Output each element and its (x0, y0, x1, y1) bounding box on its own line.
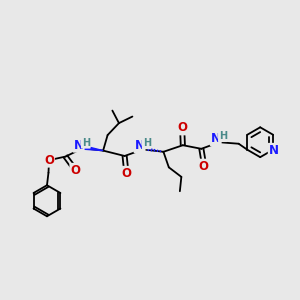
Text: N: N (134, 139, 145, 152)
Polygon shape (84, 146, 103, 151)
Text: O: O (70, 164, 80, 177)
Text: N: N (211, 132, 221, 145)
Text: O: O (199, 160, 209, 172)
Text: N: N (74, 139, 84, 152)
Text: H: H (143, 138, 151, 148)
Text: O: O (121, 167, 131, 180)
Text: H: H (219, 131, 227, 141)
Text: O: O (177, 122, 187, 134)
Text: O: O (44, 154, 54, 167)
Text: N: N (269, 144, 279, 157)
Text: H: H (82, 138, 90, 148)
